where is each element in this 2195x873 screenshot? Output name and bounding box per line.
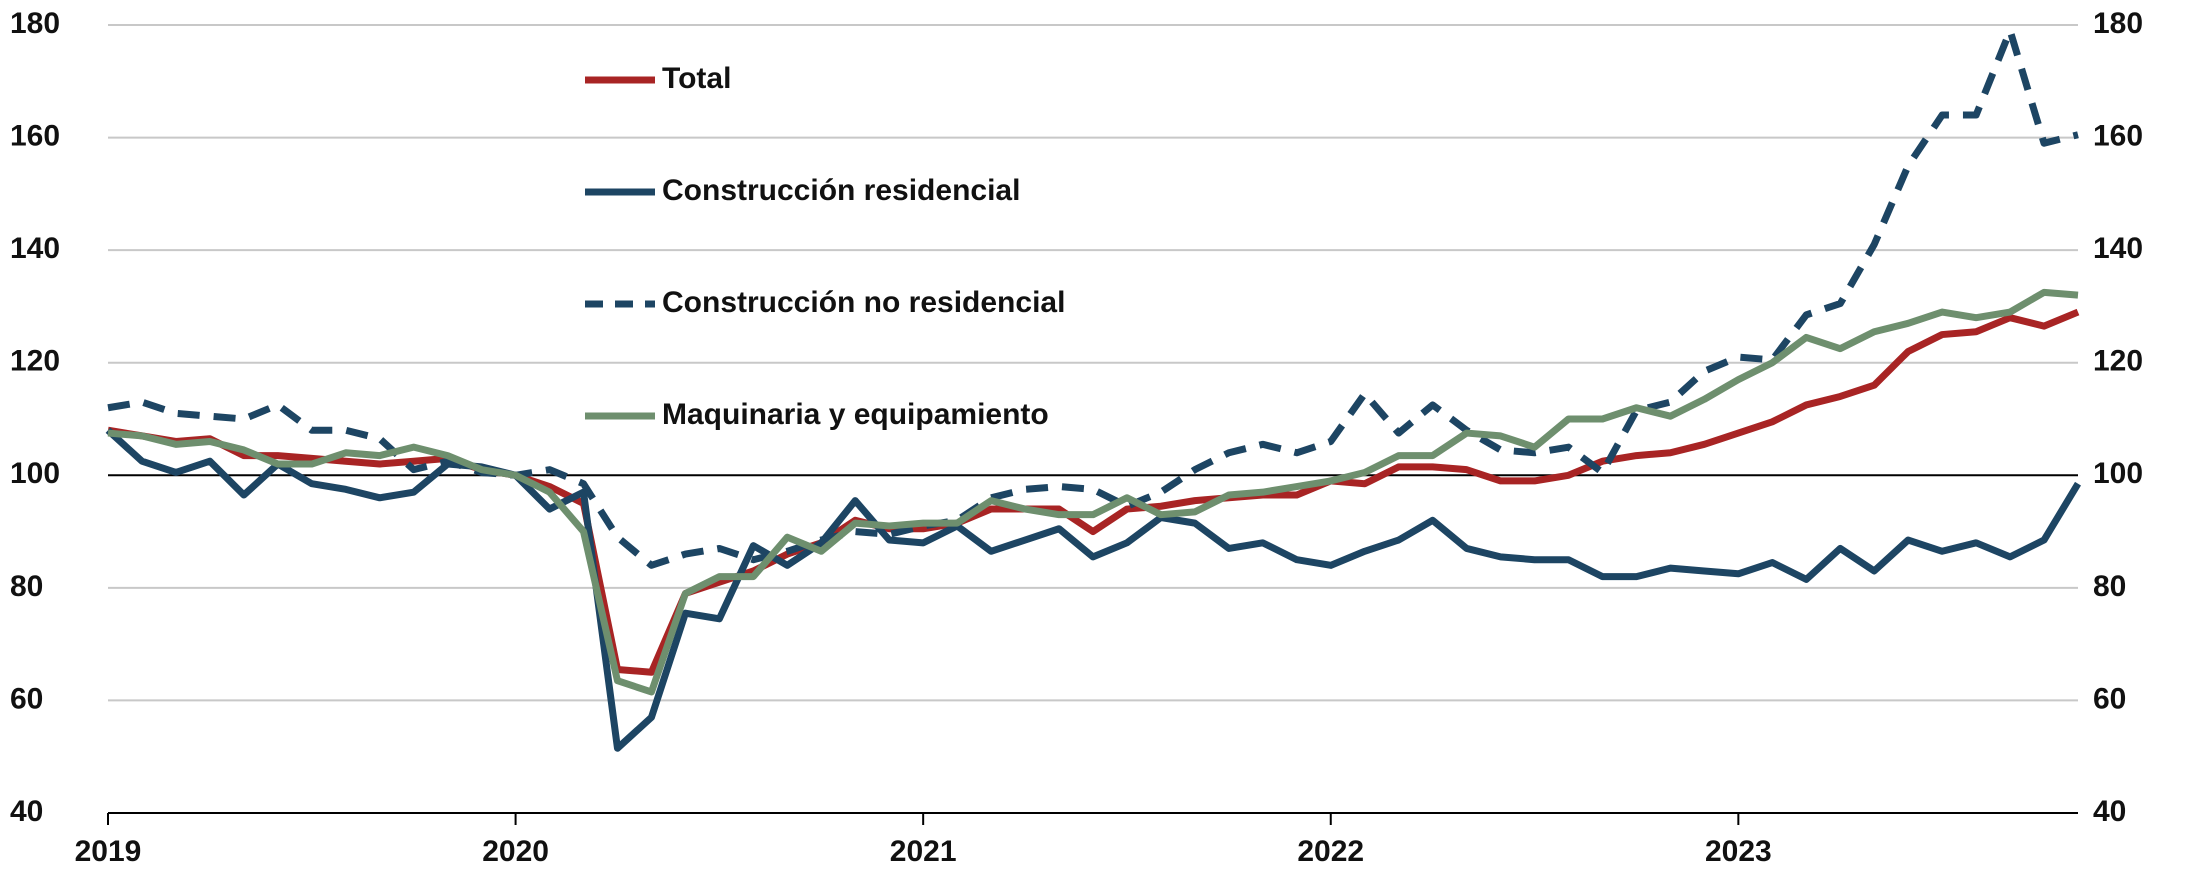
- y2-tick-label: 140: [2093, 232, 2143, 265]
- y2-tick-label: 100: [2093, 457, 2143, 490]
- y2-tick-label: 80: [2093, 570, 2126, 603]
- x-tick-label: 2019: [75, 835, 142, 868]
- series-line: [107, 308, 2080, 676]
- y-tick-label: 140: [10, 232, 60, 265]
- legend-label: Maquinaria y equipamiento: [662, 398, 1049, 431]
- y-tick-label: 40: [10, 795, 43, 828]
- y2-tick-label: 160: [2093, 119, 2143, 152]
- y2-tick-label: 180: [2093, 7, 2143, 40]
- y-tick-label: 100: [10, 457, 60, 490]
- y-tick-label: 60: [10, 682, 43, 715]
- y-tick-label: 120: [10, 345, 60, 378]
- legend-label: Construcción residencial: [662, 174, 1020, 207]
- series-line: [107, 288, 2079, 696]
- x-tick-label: 2020: [482, 835, 549, 868]
- y-tick-label: 80: [10, 570, 43, 603]
- x-tick-label: 2022: [1297, 835, 1364, 868]
- x-tick-label: 2023: [1705, 835, 1772, 868]
- x-tick-label: 2021: [890, 835, 957, 868]
- y-tick-label: 160: [10, 119, 60, 152]
- legend-label: Construcción no residencial: [662, 286, 1065, 319]
- y2-tick-label: 40: [2093, 795, 2126, 828]
- legend-label: Total: [662, 62, 731, 95]
- series-line: [105, 427, 2081, 752]
- y2-tick-label: 120: [2093, 345, 2143, 378]
- y2-tick-label: 60: [2093, 682, 2126, 715]
- series-line: [107, 27, 2079, 569]
- y-tick-label: 180: [10, 7, 60, 40]
